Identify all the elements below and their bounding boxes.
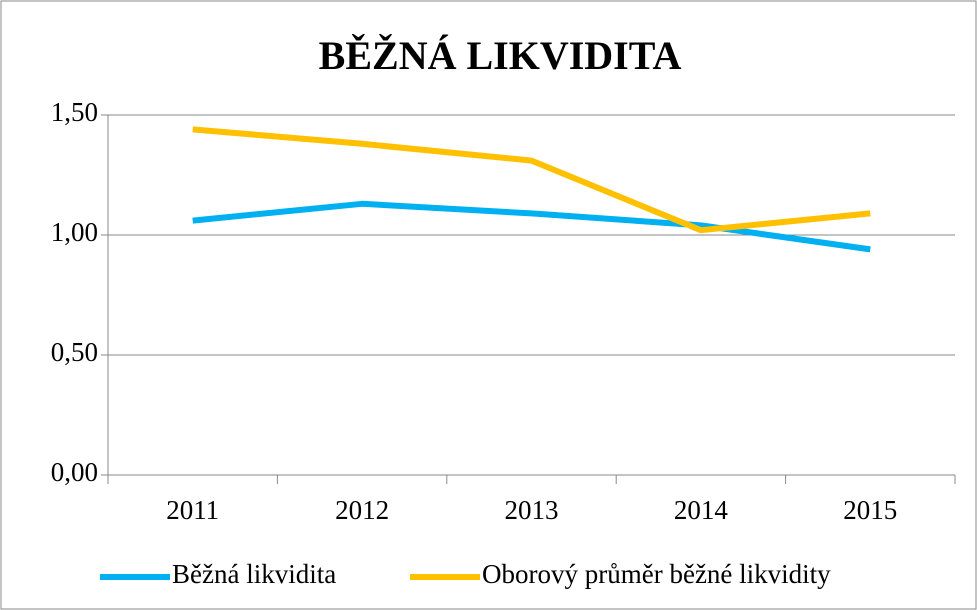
y-tick-label: 0,00 — [51, 457, 98, 487]
chart-title: BĚŽNÁ LIKVIDITA — [319, 33, 682, 78]
legend-label: Oborový průměr běžné likvidity — [482, 559, 831, 589]
x-tick-label: 2015 — [843, 495, 897, 525]
series-line — [192, 200, 871, 253]
x-tick-label: 2011 — [166, 495, 219, 525]
x-tick-label: 2014 — [674, 495, 729, 525]
x-tick-label: 2013 — [505, 495, 559, 525]
y-tick-label: 1,50 — [51, 97, 98, 127]
y-tick-label: 1,00 — [51, 217, 98, 247]
series-line — [192, 126, 871, 234]
x-tick-label: 2012 — [335, 495, 389, 525]
legend-label: Běžná likvidita — [172, 559, 336, 589]
y-tick-label: 0,50 — [51, 337, 98, 367]
